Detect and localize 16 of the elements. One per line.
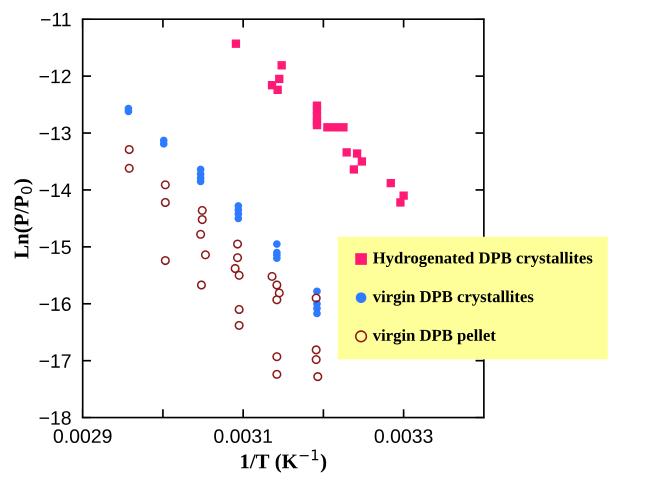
x-tick-label: 0.0029 <box>54 429 112 443</box>
y-tick-label: −14 <box>40 184 72 197</box>
y-tick-label: −11 <box>40 12 71 26</box>
y-tick-label: −12 <box>40 70 71 84</box>
y-tick-label: −13 <box>40 126 71 140</box>
y-tick-label: −17 <box>40 354 71 368</box>
x-tick-label: 0.0033 <box>374 429 433 443</box>
y-tick-label: −15 <box>40 240 71 254</box>
legend-label: Hydrogenated DPB crystallites <box>373 252 592 268</box>
x-tick-label: 0.0031 <box>214 429 272 443</box>
legend-label: virgin DPB crystallites <box>372 290 534 306</box>
y-tick-label: −16 <box>40 297 71 312</box>
x-axis-title: 1/T (K$^{−1}$) <box>241 450 326 473</box>
y-tick-label: −18 <box>40 411 71 425</box>
legend-label: virgin DPB pellet <box>372 329 496 344</box>
y-axis-title: Ln(P/P$_{0}$) <box>14 179 33 258</box>
